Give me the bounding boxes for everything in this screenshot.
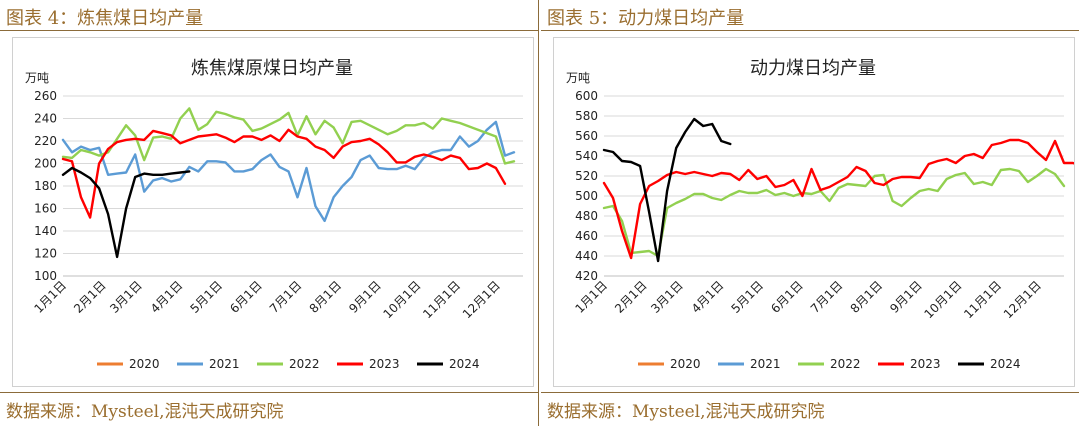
y-tick-label: 600: [575, 89, 598, 103]
legend-label-2022: 2022: [289, 357, 320, 371]
x-tick-label: 5月1日: [728, 278, 766, 316]
unit-label: 万吨: [566, 71, 590, 85]
x-tick-label: 2月1日: [71, 278, 109, 316]
chart-title: 动力煤日均产量: [750, 58, 876, 79]
y-tick-label: 180: [34, 179, 57, 193]
y-tick-label: 460: [575, 229, 598, 243]
legend-label-2023: 2023: [910, 357, 941, 371]
x-tick-label: 4月1日: [689, 278, 727, 316]
y-tick-label: 100: [34, 269, 57, 283]
y-tick-label: 140: [34, 224, 57, 238]
x-tick-label: 1月1日: [572, 278, 610, 316]
y-tick-label: 500: [575, 189, 598, 203]
right-panel: 图表 5：动力煤日均产量 动力煤日均产量万吨 420 440 460 480 500 520…: [541, 0, 1079, 426]
x-tick-label: 2月1日: [612, 278, 650, 316]
x-tick-label: 10月1日: [381, 278, 424, 321]
left-panel: 图表 4：炼焦煤日均产量 炼焦煤原煤日均产量万吨 100 120 140 160 180 2…: [0, 0, 538, 426]
series-line-2024: [61, 166, 191, 259]
chart-area: 炼焦煤原煤日均产量万吨 100 120 140 160 180 200 220 240 260 1月…: [12, 37, 534, 387]
x-tick-label: 4月1日: [148, 278, 186, 316]
y-tick-label: 260: [34, 89, 57, 103]
unit-label: 万吨: [25, 71, 49, 85]
y-tick-label: 200: [34, 157, 57, 171]
x-tick-label: 5月1日: [187, 278, 225, 316]
x-tick-label: 9月1日: [887, 278, 925, 316]
legend-label-2020: 2020: [670, 357, 701, 371]
series-line-2022: [61, 107, 516, 165]
y-tick-label: 160: [34, 202, 57, 216]
legend-label-2024: 2024: [990, 357, 1021, 371]
series-line-2021: [61, 120, 516, 223]
x-tick-label: 11月1日: [420, 278, 463, 321]
y-tick-label: 440: [575, 249, 598, 263]
x-tick-label: 7月1日: [267, 278, 305, 316]
title-rule: [541, 30, 1079, 31]
y-tick-label: 220: [34, 134, 57, 148]
series-line-2022: [602, 167, 1066, 258]
y-tick-label: 420: [575, 269, 598, 283]
series-line-2023: [602, 138, 1074, 260]
y-tick-label: 540: [575, 149, 598, 163]
x-tick-label: 6月1日: [227, 278, 265, 316]
legend-label-2024: 2024: [449, 357, 480, 371]
chart-area: 动力煤日均产量万吨 420 440 460 480 500 520 540 560 580 600 1…: [553, 37, 1075, 387]
x-tick-label: 8月1日: [848, 278, 886, 316]
x-tick-label: 6月1日: [768, 278, 806, 316]
x-tick-label: 7月1日: [808, 278, 846, 316]
y-tick-label: 240: [34, 112, 57, 126]
legend-label-2023: 2023: [369, 357, 400, 371]
y-tick-label: 520: [575, 169, 598, 183]
x-tick-label: 1月1日: [31, 278, 69, 316]
x-tick-label: 12月1日: [1001, 278, 1044, 321]
x-tick-label: 12月1日: [460, 278, 503, 321]
title-rule: [0, 30, 538, 31]
source-rule: [541, 392, 1079, 393]
x-tick-label: 11月1日: [961, 278, 1004, 321]
y-tick-label: 480: [575, 209, 598, 223]
legend-label-2021: 2021: [209, 357, 240, 371]
x-tick-label: 9月1日: [346, 278, 384, 316]
x-tick-label: 3月1日: [648, 278, 686, 316]
y-tick-label: 560: [575, 129, 598, 143]
data-source: 数据来源：Mysteel,混沌天成研究院: [6, 402, 284, 422]
y-tick-label: 580: [575, 109, 598, 123]
legend-label-2020: 2020: [129, 357, 160, 371]
panel-divider: [538, 0, 539, 426]
x-tick-label: 8月1日: [307, 278, 345, 316]
legend-label-2021: 2021: [750, 357, 781, 371]
data-source: 数据来源：Mysteel,混沌天成研究院: [547, 402, 825, 422]
series-line-2023: [61, 128, 507, 219]
chart-title: 炼焦煤原煤日均产量: [191, 58, 353, 79]
y-tick-label: 120: [34, 247, 57, 261]
legend-label-2022: 2022: [830, 357, 861, 371]
series-line-2024: [602, 117, 732, 263]
x-tick-label: 3月1日: [107, 278, 145, 316]
figure-title: 图表 4：炼焦煤日均产量: [6, 8, 204, 29]
x-tick-label: 10月1日: [922, 278, 965, 321]
source-rule: [0, 392, 538, 393]
figure-title: 图表 5：动力煤日均产量: [547, 8, 745, 29]
